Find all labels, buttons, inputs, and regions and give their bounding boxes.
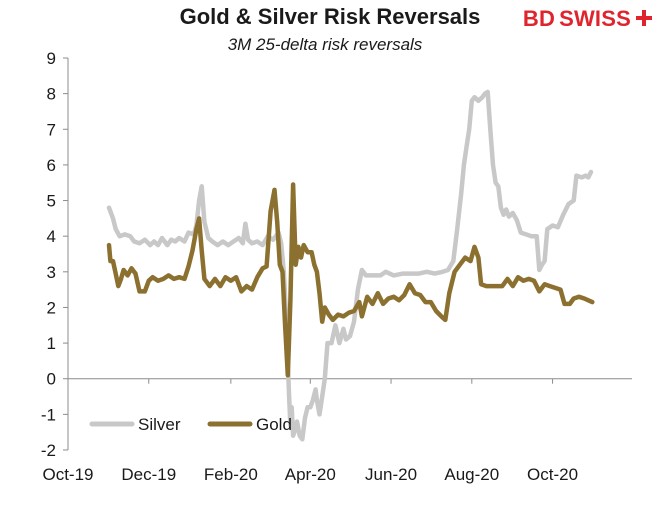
y-tick-label: 4	[47, 227, 56, 246]
chart-title: Gold & Silver Risk Reversals	[180, 4, 481, 29]
brand-logo-part-bd: BD	[522, 6, 556, 31]
y-tick-label: -2	[41, 441, 56, 460]
legend-label-gold: Gold	[256, 415, 292, 434]
y-tick-label: 2	[47, 298, 56, 317]
brand-logo-part-swiss: SWISS	[559, 6, 631, 31]
brand-logo: BD SWISS	[523, 6, 653, 32]
brand-cross-icon	[636, 10, 652, 26]
y-tick-label: 0	[47, 370, 56, 389]
y-tick-label: 3	[47, 263, 56, 282]
x-tick-label: Aug-20	[444, 465, 499, 484]
x-tick-label: Dec-19	[121, 465, 176, 484]
y-tick-label: 9	[47, 49, 56, 68]
x-tick-label: Apr-20	[285, 465, 336, 484]
x-tick-label: Oct-20	[527, 465, 578, 484]
y-tick-label: -1	[41, 405, 56, 424]
x-tick-label: Feb-20	[204, 465, 258, 484]
y-tick-label: 5	[47, 192, 56, 211]
legend-label-silver: Silver	[138, 415, 181, 434]
y-tick-label: 1	[47, 334, 56, 353]
series-line-silver	[106, 89, 594, 442]
x-tick-label: Jun-20	[365, 465, 417, 484]
series-line-gold	[106, 182, 595, 378]
y-tick-label: 6	[47, 156, 56, 175]
chart-legend: Silver Gold	[89, 415, 292, 434]
y-tick-label: 7	[47, 120, 56, 139]
plot-area: -2 -1 0 1 2 3 4 5 6 7 8 9 Oct-19 Dec-19 Feb-20 Apr-20 Ju…	[41, 49, 632, 484]
chart-subtitle: 3M 25-delta risk reversals	[228, 35, 423, 54]
y-tick-label: 8	[47, 85, 56, 104]
x-tick-label: Oct-19	[42, 465, 93, 484]
